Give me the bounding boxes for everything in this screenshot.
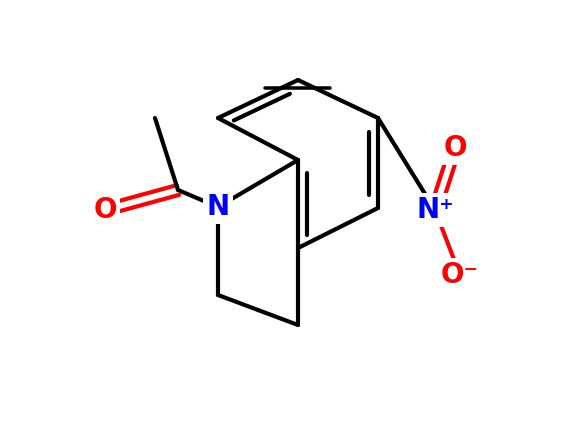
Text: N: N	[207, 193, 230, 221]
Text: O: O	[93, 196, 117, 224]
Text: O⁻: O⁻	[441, 261, 479, 289]
Text: O: O	[443, 134, 467, 162]
Text: N⁺: N⁺	[416, 196, 454, 224]
